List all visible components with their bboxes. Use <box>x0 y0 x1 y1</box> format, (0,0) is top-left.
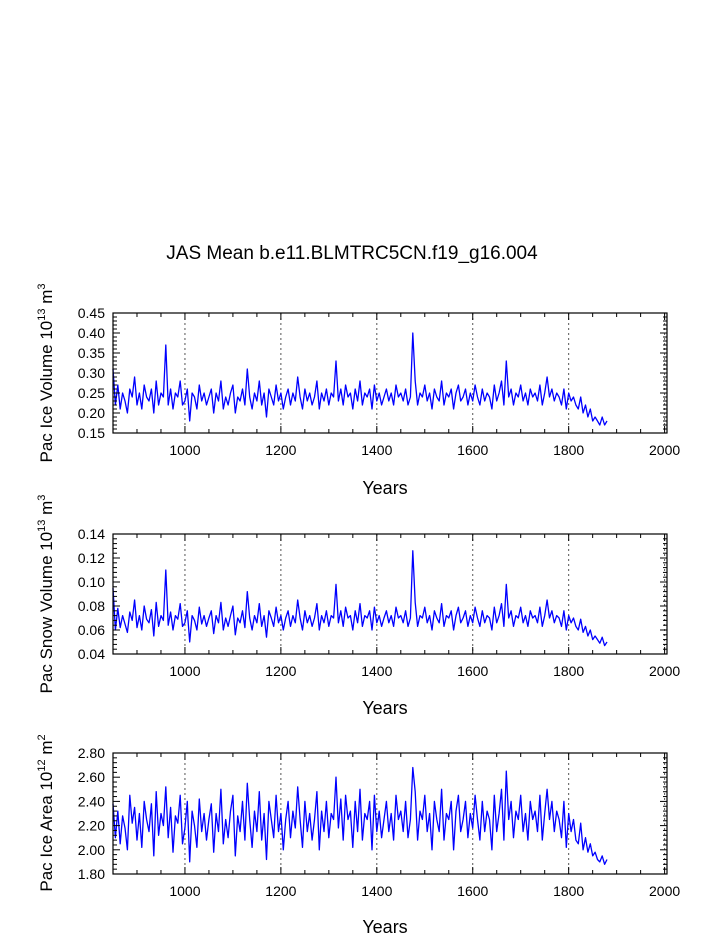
xlabel-ice-area: Years <box>362 917 407 935</box>
x-tick-label-1600: 1600 <box>457 883 488 899</box>
x-tick-label-1200: 1200 <box>265 663 296 679</box>
panel-ice-volume: Pac Ice Volume 1013 m3 Years 1000 1200 140… <box>36 283 680 498</box>
plot-frame-snow-volume <box>112 533 668 655</box>
y-tick-label-2: 0.08 <box>78 598 105 614</box>
y-tick-label-5: 2.80 <box>78 745 105 761</box>
y-tick-label-0: 1.80 <box>78 866 105 882</box>
x-tick-label-1400: 1400 <box>361 442 392 458</box>
y-tick-label-6: 0.45 <box>78 305 105 321</box>
x-tick-label-1600: 1600 <box>457 663 488 679</box>
ylabel-ice-area: Pac Ice Area 1012 m2 <box>36 734 56 891</box>
y-tick-label-1: 2.00 <box>78 842 105 858</box>
x-tick-label-2000: 2000 <box>649 663 680 679</box>
x-tick-label-1200: 1200 <box>265 442 296 458</box>
x-tick-label-1400: 1400 <box>361 883 392 899</box>
y-tick-label-2: 0.25 <box>78 385 105 401</box>
x-tick-label-1400: 1400 <box>361 663 392 679</box>
y-tick-label-4: 2.60 <box>78 769 105 785</box>
x-tick-label-1000: 1000 <box>169 883 200 899</box>
y-tick-label-3: 2.40 <box>78 793 105 809</box>
y-tick-label-0: 0.04 <box>78 646 105 662</box>
y-tick-label-4: 0.35 <box>78 345 105 361</box>
series-line-ice-area <box>112 766 608 865</box>
chart-title: JAS Mean b.e11.BLMTRC5CN.f19_g16.004 <box>166 243 538 264</box>
panel-snow-volume: Pac Snow Volume 1013 m3 Years 1000 1200 14… <box>36 495 680 718</box>
x-tick-label-2000: 2000 <box>649 883 680 899</box>
x-tick-label-1800: 1800 <box>553 883 584 899</box>
plot-frame-ice-volume <box>112 312 668 434</box>
y-tick-label-0: 0.15 <box>78 425 105 441</box>
x-tick-label-1200: 1200 <box>265 883 296 899</box>
y-tick-label-3: 0.10 <box>78 574 105 590</box>
x-tick-label-1000: 1000 <box>169 442 200 458</box>
series-line-ice-volume <box>112 332 608 426</box>
y-tick-label-2: 2.20 <box>78 818 105 834</box>
plot-frame-ice-area <box>112 752 668 875</box>
x-tick-label-1000: 1000 <box>169 663 200 679</box>
panel-ice-area: Pac Ice Area 1012 m2 Years 1000 1200 1400 1… <box>36 734 680 935</box>
x-tick-label-1600: 1600 <box>457 442 488 458</box>
y-tick-label-1: 0.20 <box>78 405 105 421</box>
y-tick-label-3: 0.30 <box>78 365 105 381</box>
ylabel-snow-volume: Pac Snow Volume 1013 m3 <box>36 495 56 694</box>
ylabel-ice-volume: Pac Ice Volume 1013 m3 <box>36 283 56 462</box>
x-tick-label-2000: 2000 <box>649 442 680 458</box>
xlabel-snow-volume: Years <box>362 698 407 718</box>
y-tick-label-5: 0.14 <box>78 526 105 542</box>
y-tick-label-4: 0.12 <box>78 550 105 566</box>
x-tick-label-1800: 1800 <box>553 663 584 679</box>
series-line-snow-volume <box>112 550 608 647</box>
x-tick-label-1800: 1800 <box>553 442 584 458</box>
xlabel-ice-volume: Years <box>362 478 407 498</box>
y-tick-label-5: 0.40 <box>78 325 105 341</box>
y-tick-label-1: 0.06 <box>78 622 105 638</box>
